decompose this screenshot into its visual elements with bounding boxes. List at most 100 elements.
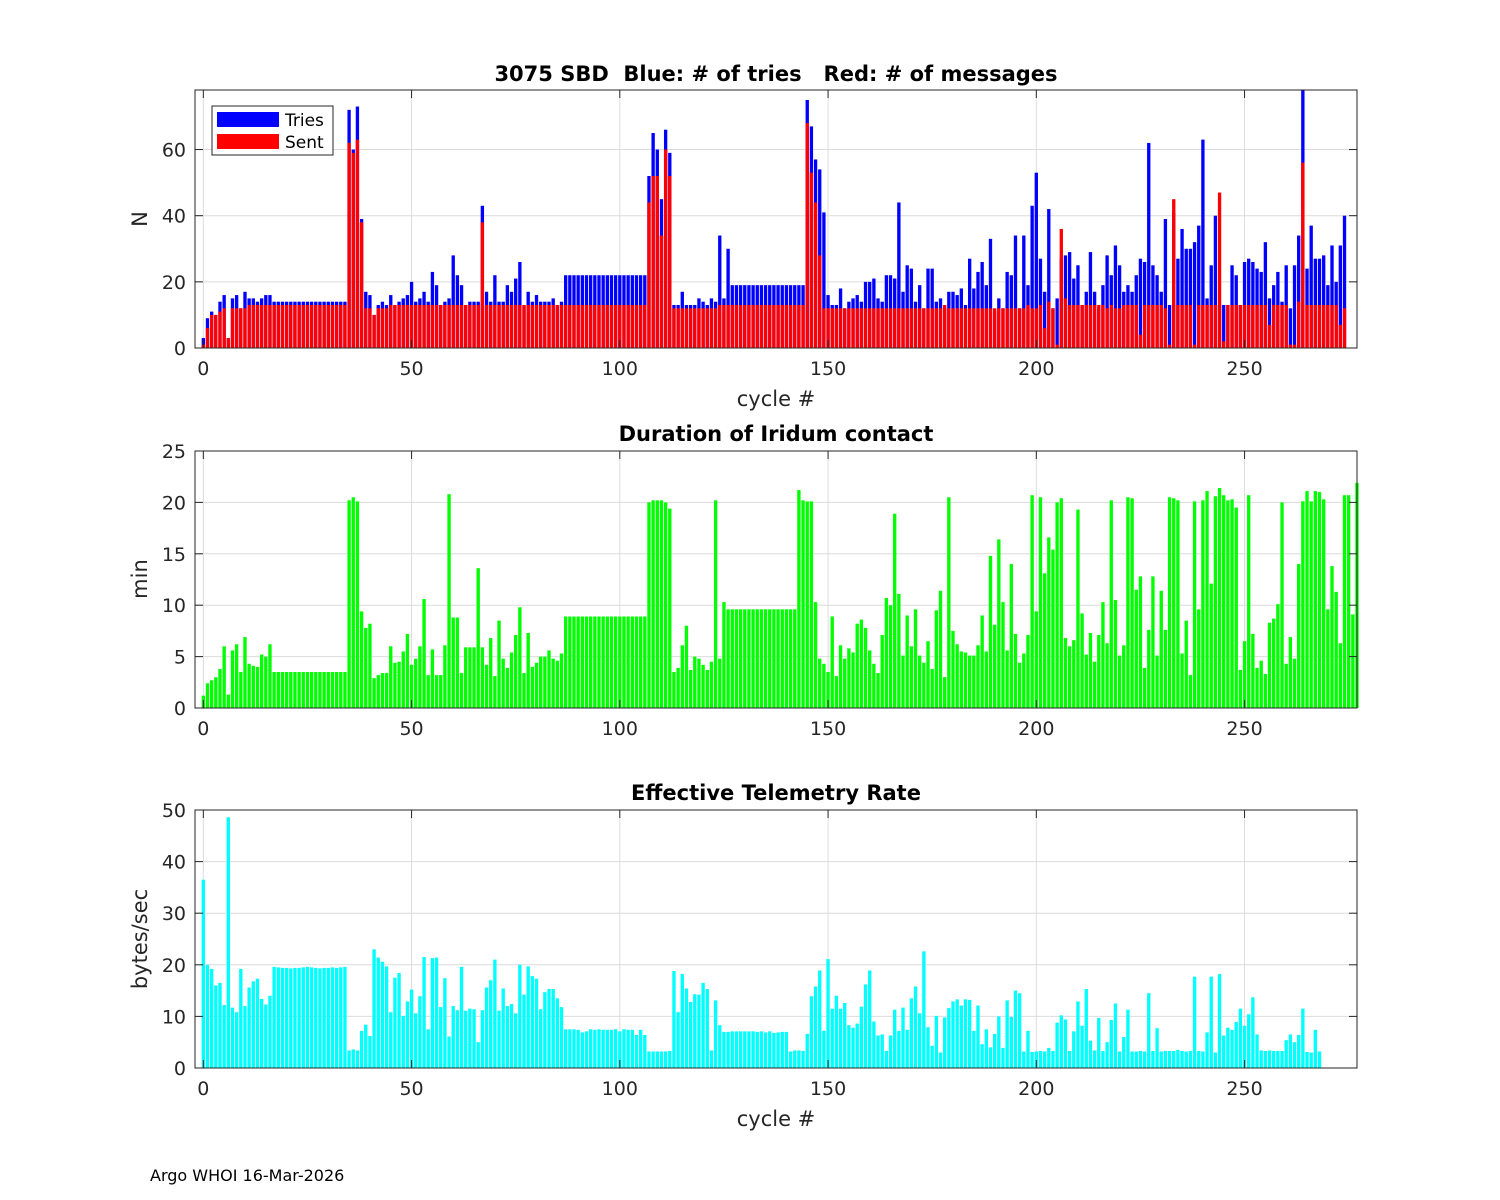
rate-bar — [1117, 1051, 1122, 1068]
duration-bar — [1034, 611, 1038, 708]
duration-bar — [997, 539, 1001, 708]
duration-bar — [1276, 604, 1280, 708]
rate-bar — [247, 987, 251, 1068]
duration-bar — [959, 651, 964, 708]
rate-bar — [1205, 1032, 1209, 1068]
sent-bar — [568, 305, 572, 348]
rate-bar — [618, 1031, 622, 1068]
sent-bar — [726, 305, 730, 348]
rate-bar — [593, 1029, 597, 1068]
x-tick-label: 250 — [1226, 1078, 1262, 1100]
rate-bar — [1188, 1050, 1193, 1068]
rate-bar — [1038, 1050, 1043, 1068]
sent-bar — [522, 305, 526, 348]
rate-bars — [201, 817, 1322, 1068]
sent-bar — [1172, 199, 1176, 348]
sent-bar — [318, 305, 322, 348]
rate-bar — [301, 967, 305, 1068]
sent-bar — [1184, 305, 1188, 348]
sent-bar — [668, 176, 672, 348]
rate-bar — [464, 1010, 468, 1068]
sent-bar — [414, 305, 418, 348]
tries-bar — [1055, 298, 1059, 348]
duration-bar — [751, 609, 755, 708]
sent-bar — [630, 305, 634, 348]
rate-bar — [1063, 1019, 1068, 1068]
duration-bar — [655, 500, 659, 708]
sent-bar — [409, 305, 414, 348]
duration-bar — [268, 644, 272, 708]
sent-bar — [1022, 308, 1026, 348]
rate-bar — [697, 994, 701, 1068]
rate-bar — [1105, 1042, 1109, 1068]
tries-bar — [1034, 172, 1038, 348]
sent-bar — [776, 305, 780, 348]
duration-bar — [734, 609, 739, 708]
duration-bar — [697, 658, 701, 708]
duration-bar — [618, 616, 622, 708]
sent-bar — [743, 305, 747, 348]
sent-bar — [643, 305, 647, 348]
sent-bar — [426, 305, 430, 348]
sent-bar — [1251, 305, 1255, 348]
duration-bar — [426, 675, 430, 708]
sent-bar — [755, 305, 759, 348]
duration-bar — [251, 665, 255, 708]
rate-bar — [555, 998, 560, 1068]
duration-bar — [1038, 497, 1043, 708]
duration-xticks: 0 50 100 150 200 250 — [197, 451, 1263, 740]
duration-bar — [859, 619, 864, 708]
sent-bar — [772, 305, 776, 348]
rate-bar — [855, 1023, 859, 1068]
sent-bar — [609, 305, 614, 348]
sent-bar — [368, 308, 372, 348]
duration-bar — [847, 648, 851, 708]
duration-bar — [384, 673, 389, 708]
sent-bar — [926, 308, 930, 348]
sent-bar — [684, 308, 689, 348]
sent-bar — [276, 305, 280, 348]
duration-bar — [455, 617, 460, 708]
duration-bar — [809, 501, 814, 708]
sent-bar — [768, 305, 772, 348]
rate-bar — [268, 995, 272, 1068]
rate-bar — [305, 966, 310, 1068]
tries-bar — [1067, 252, 1072, 348]
duration-bar — [1017, 662, 1022, 708]
rate-bar — [851, 1027, 855, 1068]
duration-bar — [705, 669, 709, 708]
duration-bar — [1351, 614, 1355, 708]
duration-bar — [1305, 491, 1309, 708]
rate-bar — [805, 1033, 809, 1068]
rate-bar — [484, 987, 489, 1068]
sent-bar — [1230, 305, 1234, 348]
sent-bar — [847, 308, 851, 348]
rate-bar — [680, 974, 684, 1068]
sent-bar — [468, 305, 472, 348]
rate-bar — [1167, 1050, 1172, 1068]
duration-bar — [489, 638, 493, 708]
duration-bar — [518, 607, 522, 708]
sent-bar — [405, 305, 410, 348]
rate-bar — [901, 1007, 905, 1068]
sent-bar — [476, 305, 480, 348]
duration-bar — [759, 609, 764, 708]
sent-bar — [1188, 305, 1193, 348]
duration-bar — [738, 609, 743, 708]
rate-bar — [947, 1008, 951, 1068]
sbd-plot-area — [195, 90, 1357, 348]
duration-bar — [476, 568, 480, 708]
rate-bar — [276, 967, 280, 1068]
sent-bar — [1092, 305, 1097, 348]
duration-bar — [322, 672, 326, 708]
duration-bar — [509, 652, 514, 708]
duration-bar — [1030, 495, 1034, 708]
sent-bar — [309, 305, 314, 348]
sent-bar — [1001, 308, 1005, 348]
sent-bar — [451, 305, 455, 348]
duration-bar — [1342, 495, 1347, 708]
duration-bar — [497, 620, 501, 708]
sent-bar — [1176, 305, 1180, 348]
tries-bar — [1184, 248, 1188, 348]
duration-bar — [1013, 633, 1018, 708]
